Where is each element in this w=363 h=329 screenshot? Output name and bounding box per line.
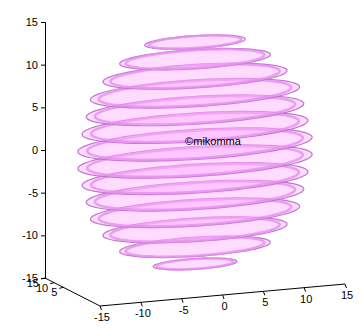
surface-band [149, 36, 241, 49]
z-tick: 10 [26, 59, 45, 71]
z-tick-mark [41, 150, 45, 151]
x-tick-label: 10 [300, 293, 312, 305]
surface-ring [145, 35, 245, 49]
axes: -15-10-5051015-15-10-505101551015 [22, 16, 353, 323]
x-tick-mark [223, 295, 225, 299]
surface-ring [120, 48, 271, 69]
x-tick-label: 0 [221, 300, 227, 312]
z-tick: 15 [26, 16, 45, 28]
x-tick-label: -15 [94, 311, 110, 323]
y-tick-label: 5 [51, 286, 57, 298]
z-tick-mark [41, 193, 45, 194]
z-axis: -15-10-5051015 [22, 16, 45, 284]
z-tick: -5 [28, 187, 45, 199]
annotation: ©mikomma [185, 135, 242, 147]
z-tick-mark [41, 107, 45, 108]
x-tick-mark [345, 284, 347, 288]
x-tick-mark [263, 291, 265, 295]
x-tick-label: 5 [262, 296, 268, 308]
surface-ring [153, 258, 237, 270]
z-tick: 0 [32, 144, 45, 156]
z-tick-label: 15 [26, 16, 38, 28]
z-axis-line [41, 23, 46, 279]
y-tick-mark [41, 278, 45, 279]
z-tick-label: -10 [22, 229, 38, 241]
z-tick: -10 [22, 229, 45, 241]
y-axis-line [45, 278, 100, 306]
z-tick-mark [41, 22, 45, 23]
y-tick-mark [59, 287, 63, 288]
surface-band [157, 258, 234, 269]
z-tick-label: -5 [28, 187, 38, 199]
x-tick-mark [304, 288, 306, 292]
chart: -15-10-5051015-15-10-505101551015©mikomm… [0, 0, 363, 329]
y-tick-mark [50, 283, 54, 284]
z-tick-mark [41, 65, 45, 66]
surface [78, 35, 312, 270]
z-tick-label: 5 [32, 101, 38, 113]
x-tick-label: -10 [135, 307, 151, 319]
surface-band [126, 49, 264, 69]
x-tick-label: 15 [341, 289, 353, 301]
x-tick-label: -5 [179, 304, 189, 316]
z-tick-mark [41, 235, 45, 236]
x-tick-mark [182, 299, 184, 303]
z-tick: 5 [32, 101, 45, 113]
y-tick-label: 15 [27, 277, 39, 289]
z-tick-label: 0 [32, 144, 38, 156]
z-tick-label: 10 [26, 59, 38, 71]
z-tick-mark [41, 278, 45, 279]
x-tick-mark [100, 306, 102, 310]
x-tick-mark [141, 302, 143, 306]
